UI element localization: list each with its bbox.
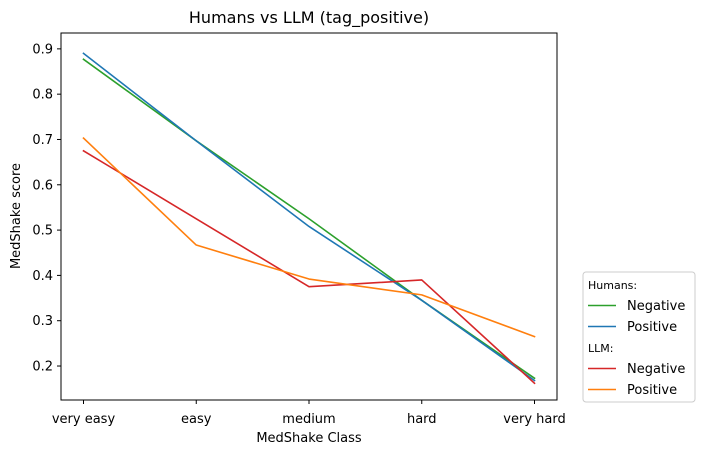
legend-entry-label: Positive (627, 320, 677, 335)
x-axis-label: MedShake Class (256, 431, 362, 446)
legend-entry-label: Positive (627, 383, 677, 398)
chart-title: Humans vs LLM (tag_positive) (189, 8, 429, 28)
legend-group-title: Humans: (588, 279, 637, 292)
legend-entry-label: Negative (627, 362, 685, 377)
plot-lines (82, 52, 536, 385)
y-axis-label: MedShake score (9, 163, 24, 269)
series-line-llm-negative (82, 149, 536, 385)
legend-group-title: LLM: (588, 342, 613, 355)
legend: Humans: Negative Positive LLM: Negative Posit… (582, 271, 696, 403)
plot-frame (60, 32, 558, 401)
x-tick-label: very hard (503, 412, 565, 427)
x-tick-label: hard (407, 412, 437, 427)
x-tick-label: easy (181, 412, 212, 427)
y-tick-label: 0.6 (32, 178, 53, 193)
legend-entry-label: Negative (627, 299, 685, 314)
x-tick-label: very easy (52, 412, 116, 427)
y-tick-label: 0.9 (32, 42, 53, 57)
y-tick-label: 0.4 (32, 269, 53, 284)
series-line-humans-positive (82, 52, 536, 382)
series-line-llm-positive (82, 136, 536, 338)
y-tick-label: 0.5 (32, 224, 53, 239)
legend-box (582, 271, 696, 403)
y-axis: 0.2 0.3 0.4 0.5 0.6 0.7 0.8 0.9 (32, 42, 61, 375)
series-line-humans-negative (82, 58, 536, 380)
y-tick-label: 0.2 (32, 360, 53, 375)
y-tick-label: 0.3 (32, 314, 53, 329)
y-tick-label: 0.8 (32, 88, 53, 103)
y-tick-label: 0.7 (32, 133, 53, 148)
x-axis: very easy easy medium hard very hard (52, 400, 566, 427)
x-tick-label: medium (282, 412, 335, 427)
